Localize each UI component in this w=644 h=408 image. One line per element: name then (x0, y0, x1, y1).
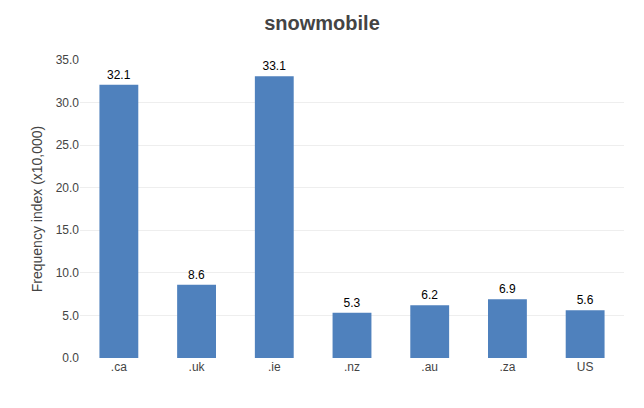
svg-text:Frequency index (x10,000): Frequency index (x10,000) (29, 126, 45, 293)
svg-text:5.0: 5.0 (62, 309, 79, 323)
svg-text:.au: .au (421, 360, 438, 374)
svg-text:6.2: 6.2 (421, 288, 438, 302)
svg-text:35.0: 35.0 (56, 53, 80, 67)
svg-text:5.6: 5.6 (577, 293, 594, 307)
svg-text:0.0: 0.0 (62, 351, 79, 365)
svg-text:6.9: 6.9 (499, 282, 516, 296)
svg-text:snowmobile: snowmobile (264, 12, 380, 34)
svg-text:15.0: 15.0 (56, 223, 80, 237)
svg-text:32.1: 32.1 (107, 68, 131, 82)
svg-text:5.3: 5.3 (343, 296, 360, 310)
svg-text:.nz: .nz (344, 360, 360, 374)
svg-text:30.0: 30.0 (56, 96, 80, 110)
svg-text:.ie: .ie (268, 360, 281, 374)
svg-text:.uk: .uk (189, 360, 206, 374)
svg-text:US: US (577, 360, 594, 374)
svg-text:25.0: 25.0 (56, 138, 80, 152)
svg-text:8.6: 8.6 (188, 268, 205, 282)
svg-text:33.1: 33.1 (262, 59, 286, 73)
svg-text:.ca: .ca (111, 360, 127, 374)
svg-text:10.0: 10.0 (56, 266, 80, 280)
svg-text:20.0: 20.0 (56, 181, 80, 195)
svg-text:.za: .za (499, 360, 515, 374)
